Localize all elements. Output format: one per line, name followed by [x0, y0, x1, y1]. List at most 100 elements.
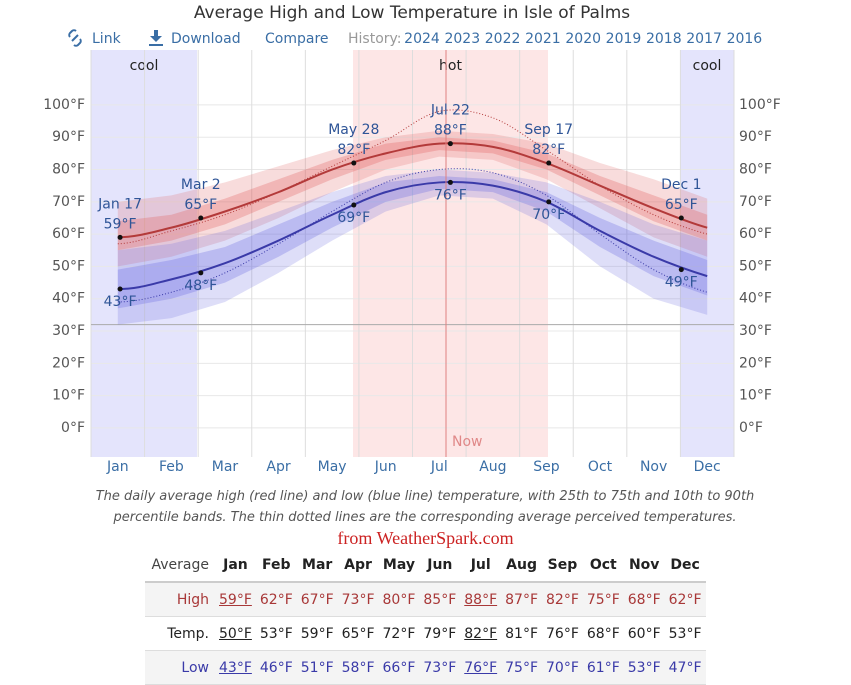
season-band — [91, 50, 197, 457]
table-cell: 53°F — [664, 616, 706, 651]
percentile-band — [117, 137, 708, 251]
low-point — [198, 270, 204, 276]
high-point — [546, 160, 552, 166]
season-label: cool — [130, 58, 159, 74]
season-band — [680, 50, 734, 457]
table-cell: 62°F — [664, 582, 706, 617]
x-tick-label: Oct — [588, 459, 613, 475]
table-cell: Jun — [419, 548, 461, 583]
history-year[interactable]: 2021 — [525, 31, 561, 47]
y-tick-label: 30°F — [52, 323, 85, 339]
history-year[interactable]: 2022 — [485, 31, 521, 47]
average-line — [117, 181, 708, 291]
annotation-low: 70°F — [532, 207, 565, 223]
annotation-high: 59°F — [104, 216, 137, 232]
table-cell: 80°F — [378, 582, 420, 617]
y-tick-label-right: 20°F — [739, 355, 772, 371]
table-row: Temp. 50°F 53°F 59°F 65°F 72°F 79°F 82°F 81°F 76°… — [145, 616, 706, 651]
high-point — [447, 141, 453, 147]
table-cell: 60°F — [623, 616, 665, 651]
high-point — [351, 160, 357, 166]
low-point — [447, 179, 453, 185]
table-cell: 82°F — [542, 582, 583, 617]
y-tick-label-right: 50°F — [739, 258, 772, 274]
download[interactable]: Download — [171, 31, 241, 47]
season-band — [353, 50, 548, 457]
table-cell: 66°F — [378, 650, 420, 685]
x-tick-label: Jan — [106, 459, 129, 475]
table-cell: 46°F — [255, 650, 297, 685]
table-cell: 58°F — [337, 650, 379, 685]
table-cell: Temp. — [145, 616, 215, 651]
y-tick-label: 80°F — [52, 162, 85, 178]
table-row: Low 43°F 46°F 51°F 58°F 66°F 73°F 76°F 75°F 70°F 6… — [145, 650, 706, 685]
table-cell: 88°F — [460, 582, 502, 617]
table-cell: 59°F — [296, 616, 338, 651]
table-cell: Dec — [664, 548, 706, 583]
history-year[interactable]: 2018 — [646, 31, 682, 47]
table-cell: 65°F — [337, 616, 379, 651]
y-tick-label: 40°F — [52, 291, 85, 307]
table-cell: 53°F — [255, 616, 297, 651]
y-tick-label: 20°F — [52, 355, 85, 371]
season-label: cool — [693, 58, 722, 74]
y-tick-label-right: 60°F — [739, 226, 772, 242]
history-year[interactable]: 2024 — [404, 31, 440, 47]
table-cell: 81°F — [501, 616, 542, 651]
table-cell: Sep — [542, 548, 583, 583]
low-point — [546, 199, 552, 205]
high-point — [198, 215, 204, 221]
x-tick-label: Aug — [479, 459, 506, 475]
percentile-band — [117, 130, 708, 267]
table-cell: Average — [145, 548, 215, 583]
table-cell: 70°F — [542, 650, 583, 685]
y-tick-label: 60°F — [52, 226, 85, 242]
compare[interactable]: Compare — [265, 31, 329, 47]
x-tick-label: Jul — [430, 459, 448, 475]
table-cell: Feb — [255, 548, 297, 583]
table-cell: 72°F — [378, 616, 420, 651]
annotation-date: Jan 17 — [97, 196, 142, 212]
table-cell: Oct — [582, 548, 624, 583]
history-year[interactable]: 2019 — [606, 31, 642, 47]
y-tick-label: 0°F — [61, 420, 85, 436]
now-label: Now — [452, 434, 483, 450]
annotation-date: Jul 22 — [430, 103, 470, 119]
table-cell: 43°F — [215, 650, 256, 685]
history-year[interactable]: 2023 — [444, 31, 480, 47]
history-year[interactable]: 2017 — [686, 31, 722, 47]
chart: Average High and Low Temperature in Isle… — [43, 3, 781, 475]
annotation-date: May 28 — [328, 122, 379, 138]
source: from WeatherSpark.com — [337, 528, 514, 548]
annotation-low: 48°F — [184, 278, 217, 294]
table-cell: 61°F — [582, 650, 624, 685]
table-cell: 59°F — [215, 582, 256, 617]
annotation-date: Mar 2 — [181, 177, 221, 193]
table-cell: 68°F — [623, 582, 665, 617]
download-icon — [149, 30, 163, 46]
history-year[interactable]: 2016 — [727, 31, 763, 47]
average-line — [117, 142, 708, 239]
y-tick-label-right: 10°F — [739, 388, 772, 404]
table-cell: 51°F — [296, 650, 338, 685]
table-cell: 75°F — [501, 650, 542, 685]
table-cell: Mar — [296, 548, 338, 583]
y-tick-label-right: 30°F — [739, 323, 772, 339]
table-cell: May — [378, 548, 420, 583]
table-cell: Nov — [623, 548, 665, 583]
low-point — [117, 286, 123, 292]
table-cell: 62°F — [255, 582, 297, 617]
link[interactable]: Link — [92, 31, 122, 47]
table-cell: 76°F — [542, 616, 583, 651]
table-row: Average Jan Feb Mar Apr May Jun Jul Aug Sep Oct Nov… — [145, 548, 706, 583]
x-tick-label: Jun — [374, 459, 397, 475]
x-tick-label: Sep — [533, 459, 560, 475]
table-cell: 73°F — [337, 582, 379, 617]
history-year[interactable]: 2020 — [565, 31, 601, 47]
summary-table: Average Jan Feb Mar Apr May Jun Jul Aug Sep Oct Nov… — [145, 548, 706, 685]
low-point — [351, 202, 357, 208]
annotation-low: 43°F — [104, 294, 137, 310]
table-cell: 67°F — [296, 582, 338, 617]
y-tick-label-right: 90°F — [739, 129, 772, 145]
table-cell: Low — [145, 650, 215, 685]
